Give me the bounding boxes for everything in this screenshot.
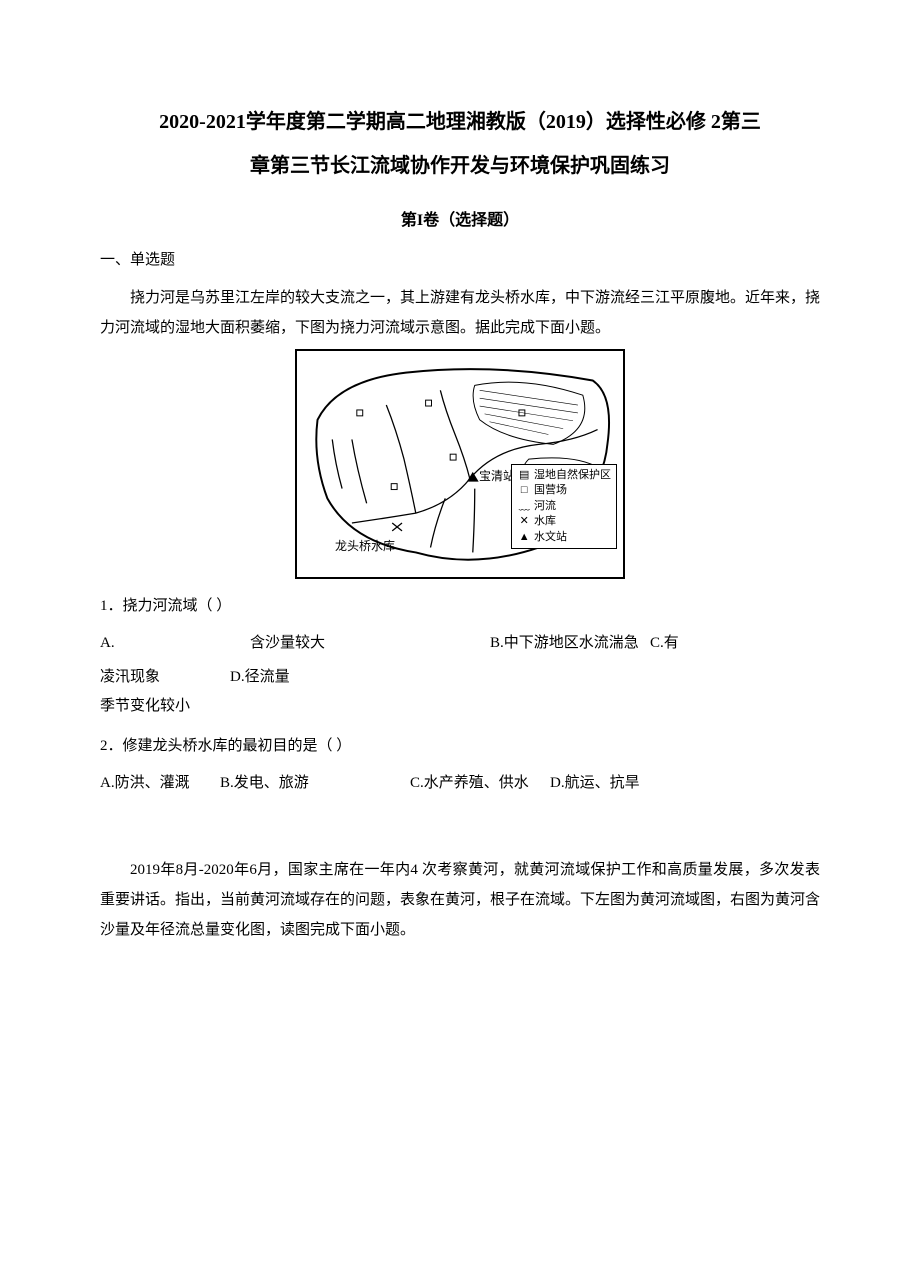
q1-opt-a-text: 含沙量较大 xyxy=(250,629,490,658)
figure-1-wrap: 宝清站 龙头桥水库 ▤ 湿地自然保护区 □ 国营场 ﹏ 河流 ✕ 水库 xyxy=(100,349,820,584)
map-label-reservoir: 龙头桥水库 xyxy=(335,537,395,554)
legend-row: □ 国营场 xyxy=(517,483,611,498)
q1-options-row2: 凌汛现象D.径流量 xyxy=(100,663,820,692)
map-legend: ▤ 湿地自然保护区 □ 国营场 ﹏ 河流 ✕ 水库 ▲ 水文站 xyxy=(511,464,617,549)
section-heading: 一、单选题 xyxy=(100,248,820,269)
legend-river: 河流 xyxy=(534,500,556,512)
legend-station: 水文站 xyxy=(534,531,567,543)
map-label-baoqing: 宝清站 xyxy=(479,467,515,484)
passage-2: 2019年8月-2020年6月，国家主席在一年内4 次考察黄河，就黄河流域保护工… xyxy=(100,855,820,945)
legend-reservoir: 水库 xyxy=(534,515,556,527)
legend-row: ▲ 水文站 xyxy=(517,530,611,545)
legend-station-icon: ▲ xyxy=(517,530,531,545)
legend-hatched-icon: ▤ xyxy=(517,468,531,483)
title-line-2: 章第三节长江流域协作开发与环境保护巩固练习 xyxy=(250,155,670,177)
q1-row2-a: 凌汛现象 xyxy=(100,663,230,692)
title-line-1: 2020-2021学年度第二学期高二地理湘教版（2019）选择性必修 2第三 xyxy=(159,111,761,133)
q2-stem: 2．修建龙头桥水库的最初目的是（ ） xyxy=(100,732,820,761)
page-container: 2020-2021学年度第二学期高二地理湘教版（2019）选择性必修 2第三 章… xyxy=(0,0,920,1276)
q1-continuation: 季节变化较小 xyxy=(100,692,820,721)
q2-opt-d: D.航运、抗旱 xyxy=(550,769,670,798)
paper-part-label: 第I卷（选择题） xyxy=(100,206,820,230)
legend-farm: 国营场 xyxy=(534,484,567,496)
legend-row: ✕ 水库 xyxy=(517,514,611,529)
q1-opt-b: B.中下游地区水流湍急 xyxy=(490,629,650,658)
legend-row: ▤ 湿地自然保护区 xyxy=(517,468,611,483)
q1-row2-b: D.径流量 xyxy=(230,663,330,692)
q1-opt-a-label: A. xyxy=(100,629,250,658)
q2-opt-a: A.防洪、灌溉 xyxy=(100,769,220,798)
legend-square-icon: □ xyxy=(517,483,531,498)
q2-opt-c: C.水产养殖、供水 xyxy=(410,769,550,798)
passage-2-text: 2019年8月-2020年6月，国家主席在一年内4 次考察黄河，就黄河流域保护工… xyxy=(100,862,820,938)
legend-reservoir-icon: ✕ xyxy=(517,514,531,529)
legend-wetland: 湿地自然保护区 xyxy=(534,469,611,481)
spacer xyxy=(100,827,820,855)
legend-river-icon: ﹏ xyxy=(517,499,531,514)
q1-opt-c: C.有 xyxy=(650,629,710,658)
passage-1: 挠力河是乌苏里江左岸的较大支流之一，其上游建有龙头桥水库，中下游流经三江平原腹地… xyxy=(100,283,820,343)
q1-options-row1: A.含沙量较大B.中下游地区水流湍急C.有 xyxy=(100,629,820,658)
q2-options: A.防洪、灌溉B.发电、旅游C.水产养殖、供水D.航运、抗旱 xyxy=(100,769,820,798)
passage-1-text: 挠力河是乌苏里江左岸的较大支流之一，其上游建有龙头桥水库，中下游流经三江平原腹地… xyxy=(100,290,820,336)
q2-opt-b: B.发电、旅游 xyxy=(220,769,410,798)
page-title: 2020-2021学年度第二学期高二地理湘教版（2019）选择性必修 2第三 章… xyxy=(100,100,820,188)
figure-1-map: 宝清站 龙头桥水库 ▤ 湿地自然保护区 □ 国营场 ﹏ 河流 ✕ 水库 xyxy=(295,349,625,579)
legend-row: ﹏ 河流 xyxy=(517,499,611,514)
q1-stem: 1．挠力河流域（ ） xyxy=(100,592,820,621)
